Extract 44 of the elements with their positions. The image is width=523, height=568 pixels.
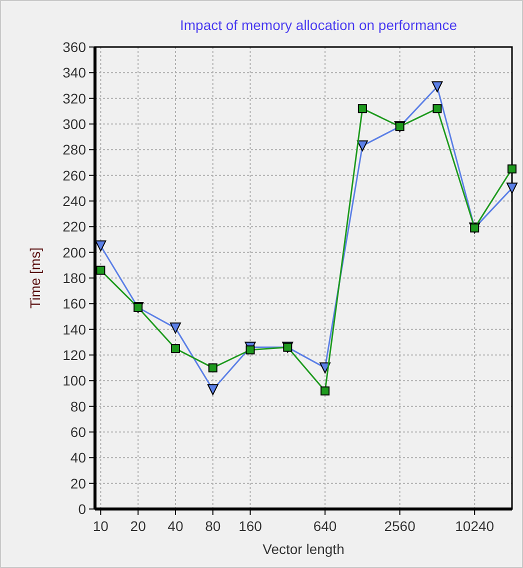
y-tick-label: 220 [62, 218, 86, 235]
y-tick-label: 0 [78, 501, 86, 517]
y-axis-title: Time [ms] [27, 248, 43, 308]
y-tick-label: 340 [62, 64, 86, 81]
chart-title: Impact of memory allocation on performance [180, 17, 458, 33]
y-tick-label: 100 [62, 372, 86, 389]
point [432, 104, 442, 114]
y-tick-label: 60 [70, 424, 86, 440]
point [208, 363, 218, 372]
point [358, 104, 367, 114]
point [95, 240, 106, 252]
x-tick-label: 10 [92, 518, 109, 534]
point [432, 81, 443, 92]
y-tick-label: 240 [62, 193, 86, 209]
y-tick-label: 280 [62, 142, 86, 158]
x-tick-label: 40 [168, 518, 184, 534]
point [96, 266, 106, 275]
x-tick-label: 80 [205, 518, 221, 534]
point [356, 140, 368, 152]
y-tick-label: 80 [70, 398, 86, 414]
point [508, 164, 516, 174]
x-axis-title: Vector length [262, 541, 344, 557]
x-tick-label: 20 [130, 518, 146, 534]
point [246, 345, 255, 354]
y-tick-label: 120 [62, 347, 86, 363]
x-tick-label: 10240 [455, 518, 494, 534]
y-tick-label: 200 [62, 244, 86, 260]
y-tick-label: 360 [62, 39, 86, 55]
x-tick-label: 160 [238, 518, 262, 534]
y-tick-label: 320 [62, 90, 86, 106]
point [207, 384, 218, 396]
y-tick-label: 20 [70, 475, 86, 492]
y-tick-label: 140 [62, 321, 86, 338]
y-tick-label: 180 [62, 270, 86, 286]
x-tick-label: 640 [313, 518, 337, 534]
y-tick-label: 300 [62, 116, 86, 132]
y-tick-label: 40 [70, 450, 86, 466]
x-tick-label: 2560 [384, 518, 416, 534]
point [170, 344, 180, 354]
point [320, 386, 330, 396]
y-tick-label: 160 [62, 296, 86, 312]
point [506, 182, 518, 194]
point [170, 322, 181, 334]
y-tick-label: 260 [62, 167, 86, 184]
